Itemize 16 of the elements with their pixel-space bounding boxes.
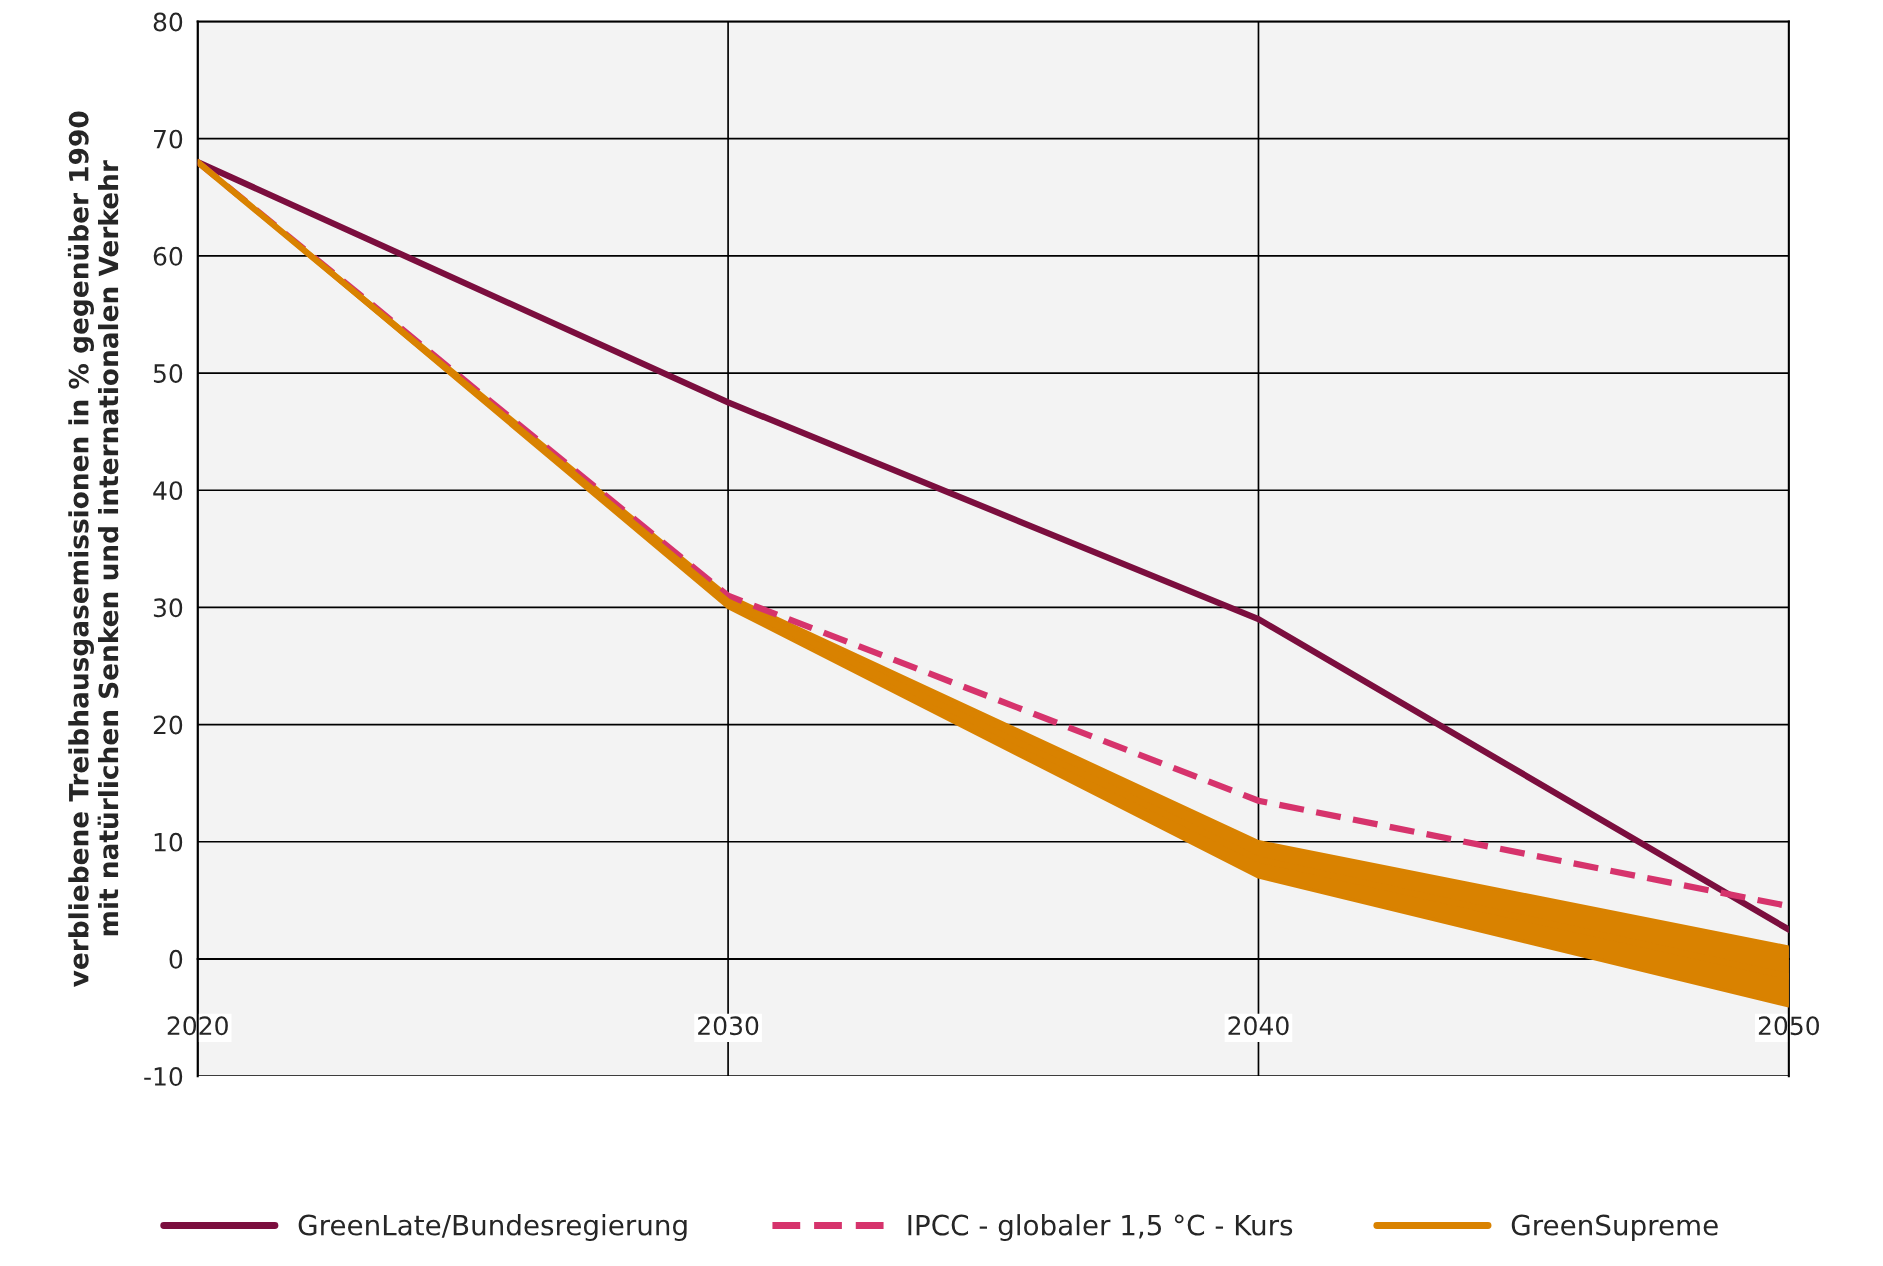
y-tick-label: 60 — [153, 246, 183, 266]
y-axis-title: verbliebene Treibhausgasemissionen in % gegenüber 1990 mit natürlichen Senken und internationalen Verkehr — [67, 111, 119, 987]
y-tick-label: 10 — [154, 832, 183, 852]
y-tick-label: 30 — [153, 598, 183, 618]
legend-label: IPCC - globaler 1,5 °C - Kurs — [908, 1214, 1293, 1241]
legend-label: GreenSupreme — [1511, 1214, 1718, 1241]
y-tick-label: 0 — [169, 949, 183, 969]
legend-label: GreenLate/Bundesregierung — [298, 1214, 687, 1241]
x-tick-label: 2040 — [1228, 1016, 1289, 1036]
y-tick-label: 40 — [153, 481, 183, 501]
y-tick-label: 70 — [154, 129, 183, 149]
x-tick-label: 2030 — [698, 1016, 759, 1036]
y-tick-label: 20 — [153, 715, 183, 735]
y-tick-label: 80 — [153, 12, 183, 32]
y-tick-label: -10 — [144, 1067, 183, 1086]
y-tick-label: 50 — [153, 363, 183, 383]
